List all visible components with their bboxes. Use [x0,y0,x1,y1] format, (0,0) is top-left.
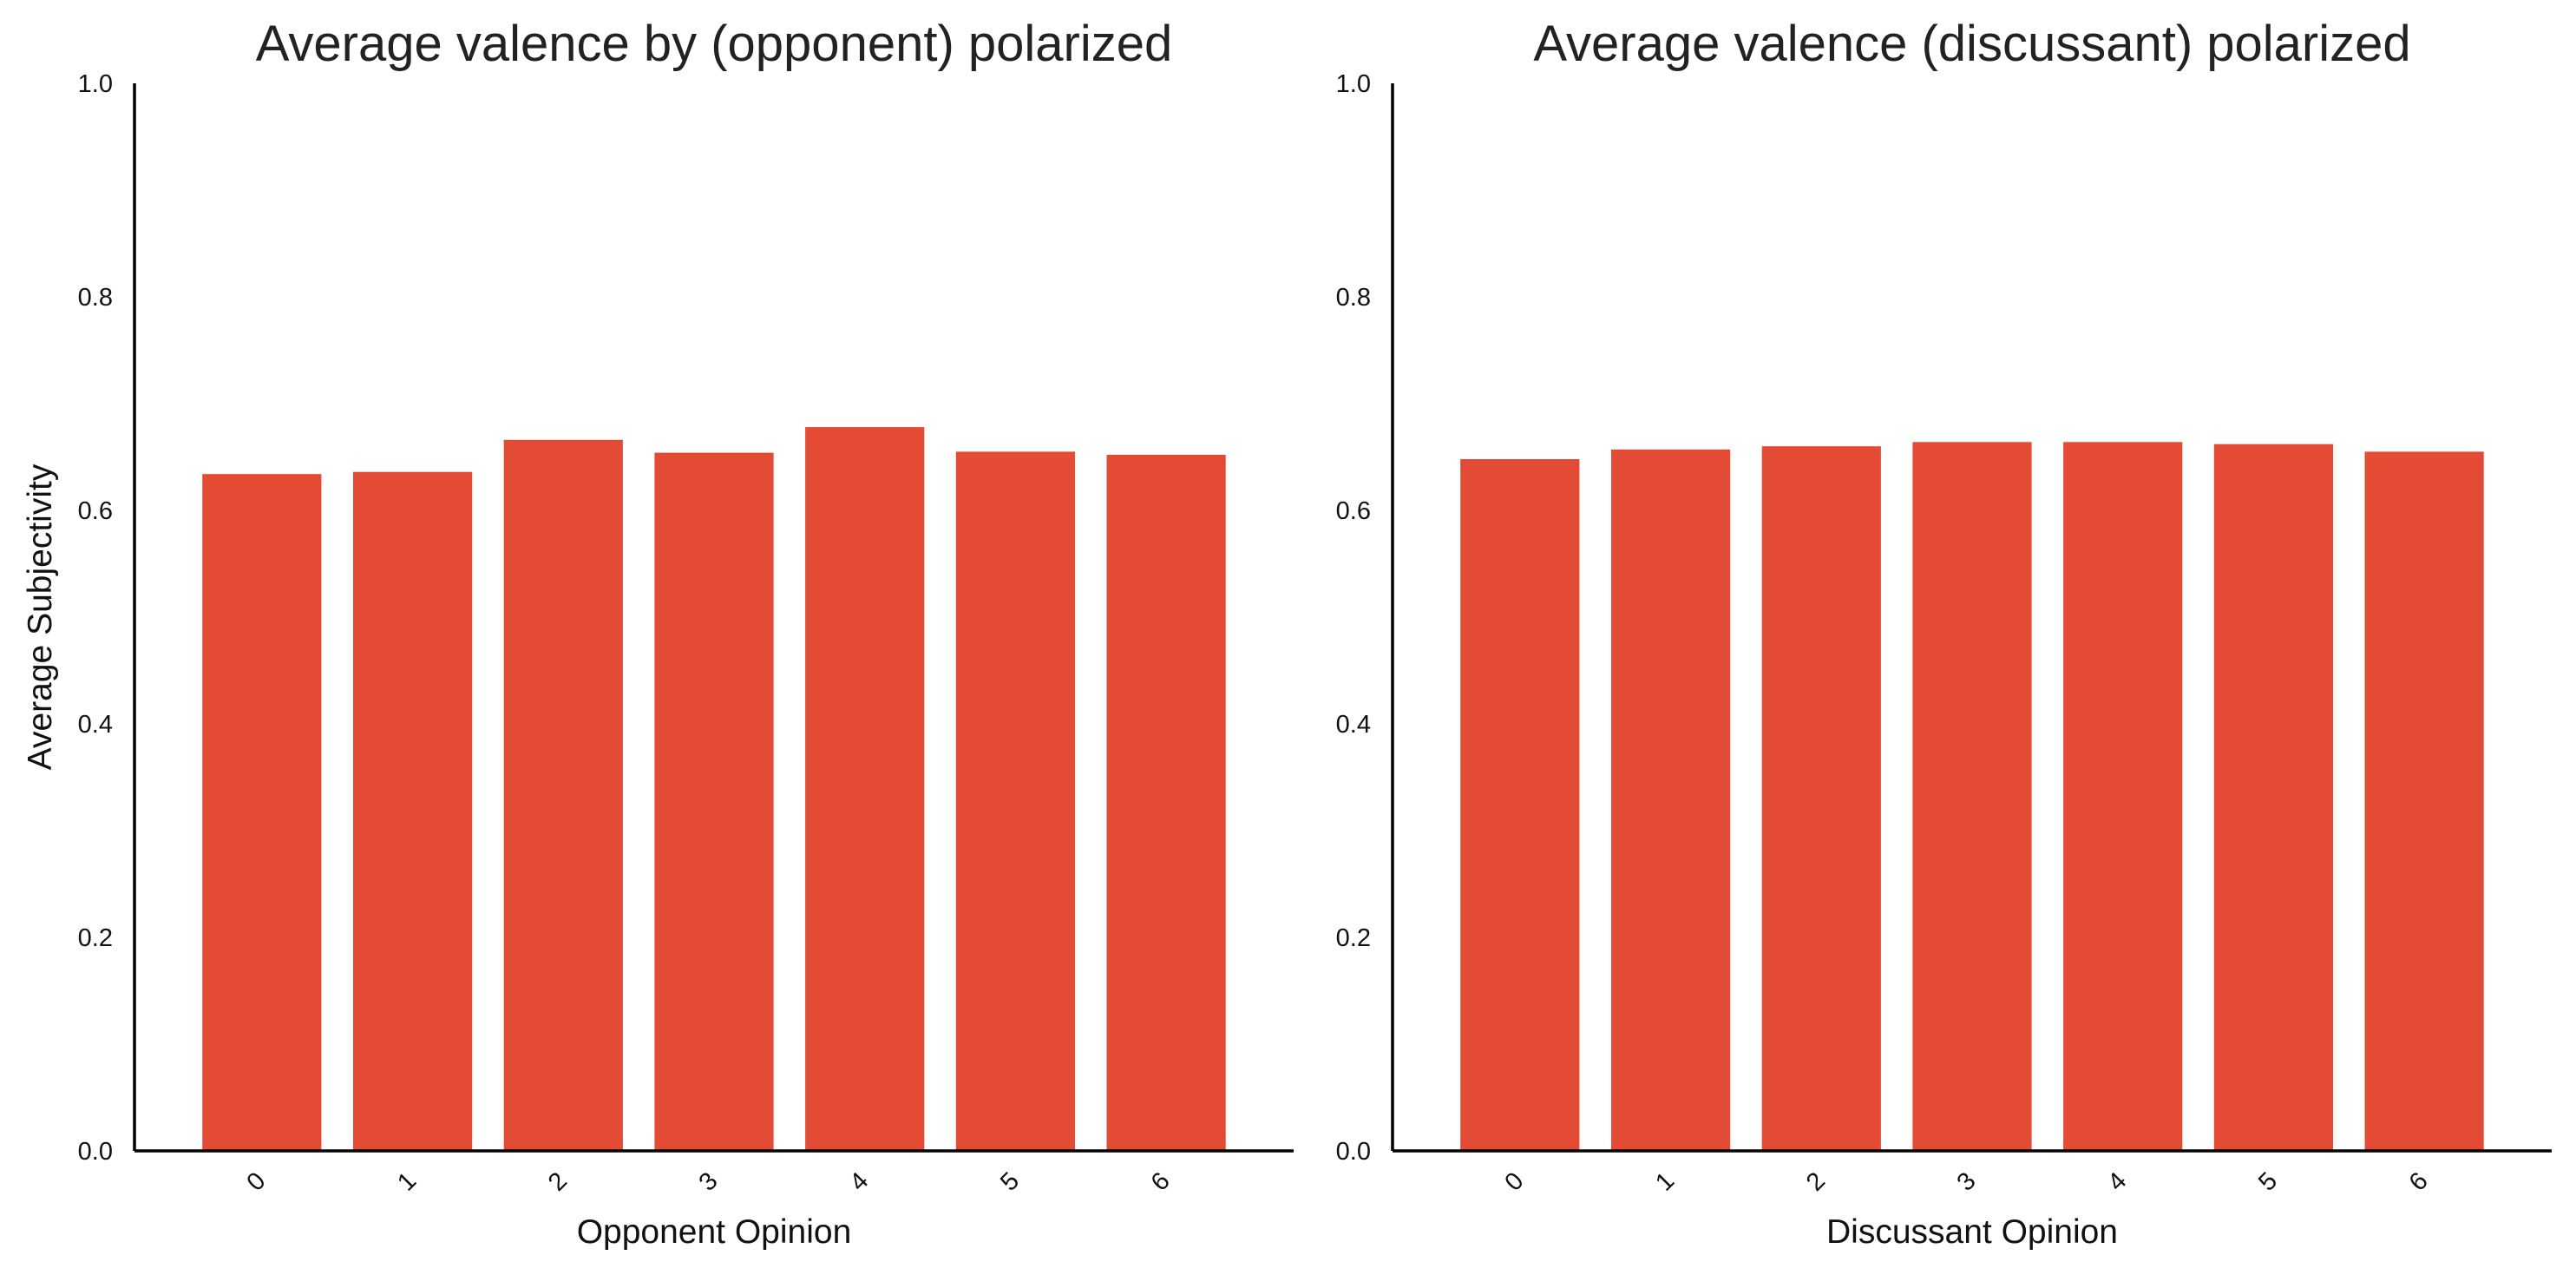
left-chart-panel: Average valence by (opponent) polarized … [22,16,1294,1251]
right-chart-y-tick-label-0.0: 0.0 [1336,1138,1371,1166]
right-chart-y-tick-label-0.2: 0.2 [1336,924,1371,952]
left-chart-y-axis-label: Average Subjectivity [22,463,59,770]
right-chart-y-tick-label-0.4: 0.4 [1336,711,1371,739]
left-chart-bar-5 [955,451,1075,1151]
left-chart-y-ticks: 0.0 0.2 0.4 0.6 0.8 1.0 [78,70,113,1166]
left-chart-x-axis-label: Opponent Opinion [577,1213,852,1251]
right-chart-y-tick-label-0.8: 0.8 [1336,284,1371,312]
right-chart-bar-1 [1611,449,1731,1151]
left-chart-bar-0 [202,474,322,1151]
right-chart-bars [1460,442,2484,1151]
right-chart-x-axis-label: Discussant Opinion [1826,1213,2118,1251]
left-chart-bars [202,427,1226,1152]
left-chart-y-tick-label-0.0: 0.0 [78,1138,113,1166]
left-chart-y-tick-label-0.6: 0.6 [78,497,113,525]
left-chart-bar-1 [353,471,473,1151]
left-chart-title: Average valence by (opponent) polarized [256,16,1173,72]
right-chart-bar-3 [1912,442,2032,1151]
right-chart-panel: Average valence (discussant) polarized 0… [1336,16,2552,1251]
right-chart-y-ticks: 0.0 0.2 0.4 0.6 0.8 1.0 [1336,70,1371,1166]
left-chart-y-tick-label-0.2: 0.2 [78,924,113,952]
left-chart-y-tick-label-0.8: 0.8 [78,284,113,312]
right-chart-bar-0 [1460,459,1580,1151]
left-chart-bar-3 [654,452,774,1151]
right-chart-y-tick-label-0.6: 0.6 [1336,497,1371,525]
left-chart-bar-6 [1106,455,1226,1151]
right-chart-bar-4 [2063,442,2183,1151]
left-chart-y-tick-label-0.4: 0.4 [78,711,113,739]
right-chart-bar-2 [1761,446,1881,1151]
right-chart-bar-5 [2213,444,2333,1151]
right-chart-title: Average valence (discussant) polarized [1533,16,2410,72]
left-chart-y-tick-label-1.0: 1.0 [78,70,113,98]
right-chart-y-tick-label-1.0: 1.0 [1336,70,1371,98]
left-chart-bar-4 [805,427,925,1152]
left-chart-bar-2 [503,439,623,1151]
right-chart-bar-6 [2364,451,2484,1151]
